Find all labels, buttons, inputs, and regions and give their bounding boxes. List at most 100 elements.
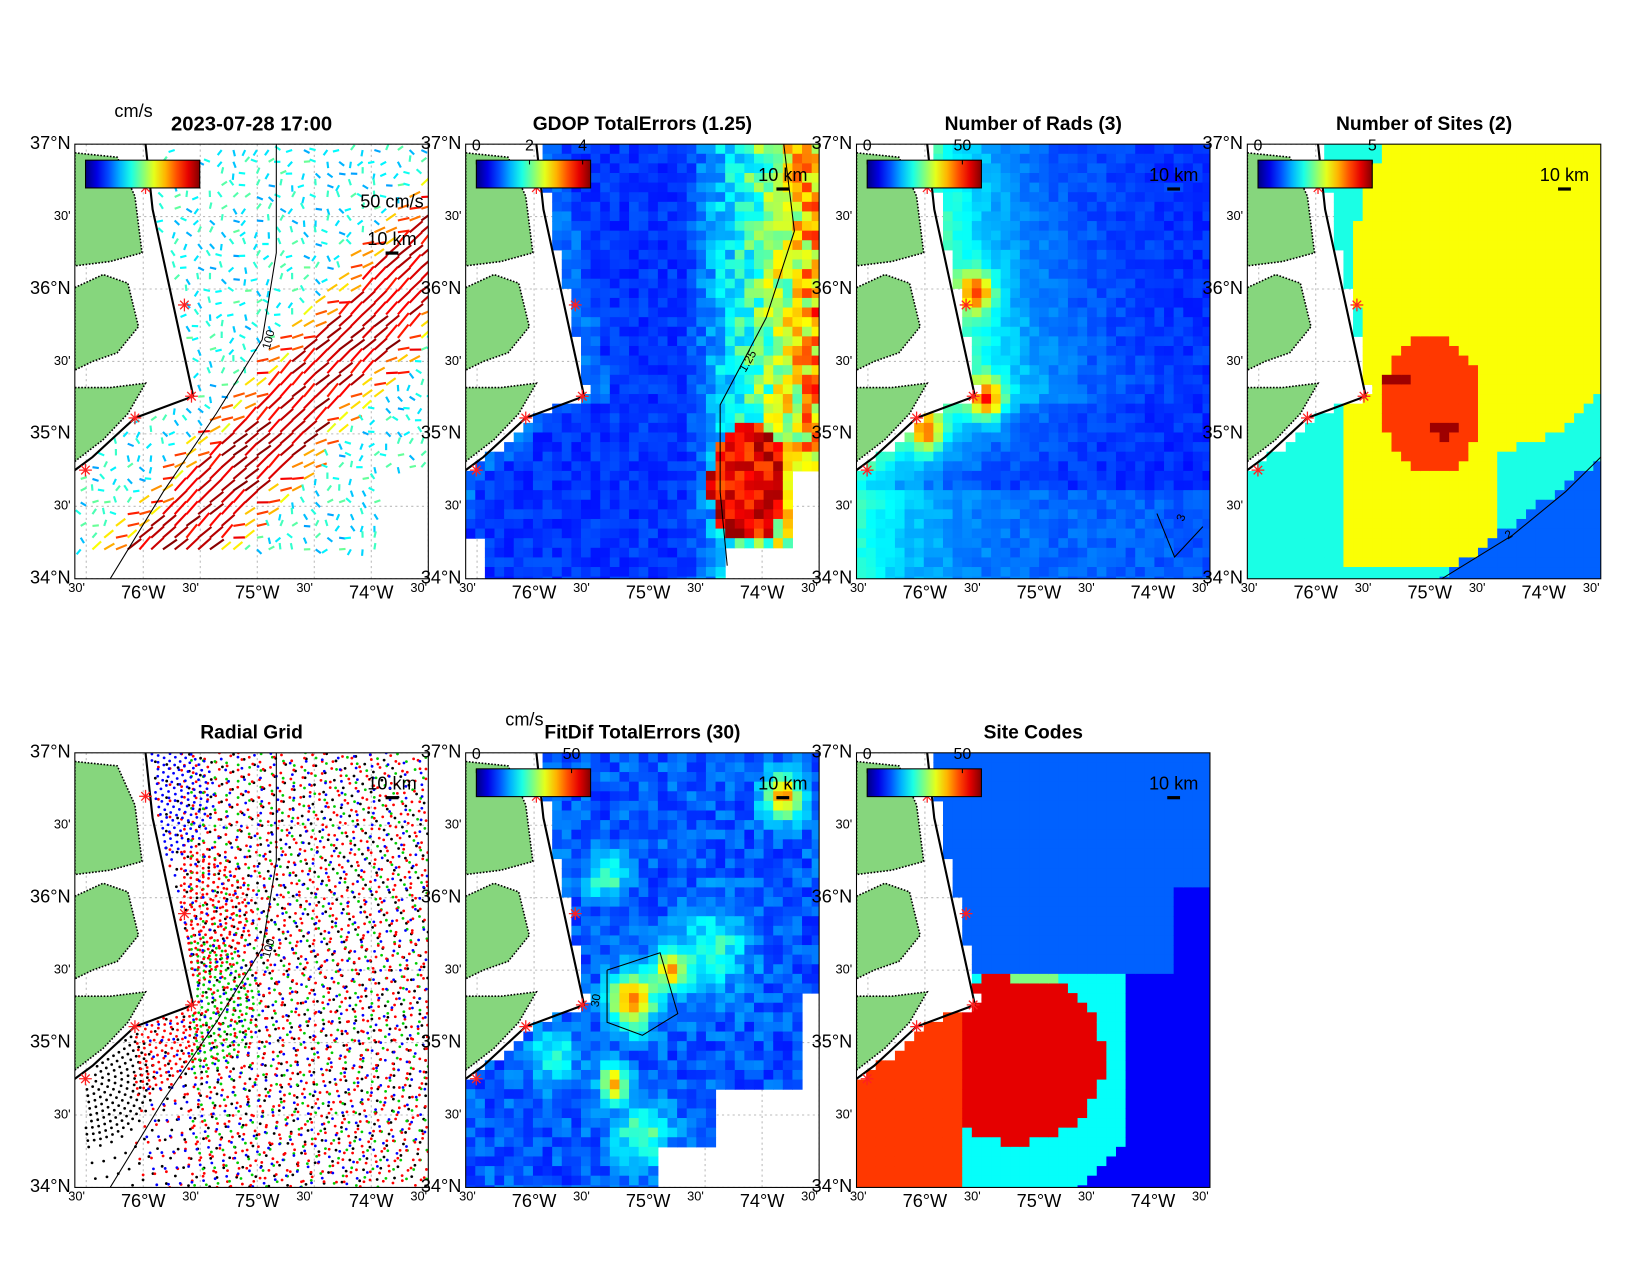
- current-vector: [313, 225, 317, 233]
- current-vector: [314, 532, 322, 539]
- field-cell: [734, 297, 745, 309]
- field-cell: [782, 336, 793, 347]
- field-cell: [1343, 518, 1354, 530]
- field-cell: [696, 201, 707, 212]
- field-cell: [609, 317, 620, 328]
- field-cell: [1067, 249, 1079, 261]
- field-cell: [629, 461, 640, 472]
- field-cell: [1439, 182, 1450, 193]
- field-cell: [1353, 490, 1364, 501]
- field-cell: [1468, 144, 1479, 155]
- current-vector: [216, 149, 223, 156]
- field-cell: [1164, 172, 1175, 184]
- field-cell: [1381, 567, 1393, 578]
- field-cell: [696, 480, 707, 491]
- field-cell: [638, 163, 649, 174]
- field-cell: [1019, 576, 1031, 579]
- current-vector: [385, 431, 392, 438]
- current-vector: [374, 241, 387, 246]
- field-cell: [1449, 518, 1460, 530]
- current-vector: [244, 314, 248, 321]
- field-cell: [1010, 451, 1021, 462]
- field-cell: [1183, 172, 1194, 184]
- field-cell: [1029, 461, 1040, 472]
- field-cell: [1333, 547, 1344, 558]
- field-cell: [725, 153, 736, 164]
- field-cell: [600, 317, 611, 328]
- current-vector: [361, 325, 376, 339]
- field-cell: [1058, 345, 1069, 357]
- field-cell: [1173, 365, 1184, 376]
- field-cell: [1164, 307, 1175, 318]
- field-cell: [1019, 528, 1031, 539]
- field-cell: [894, 567, 906, 578]
- current-vector: [256, 454, 270, 468]
- field-cell: [657, 259, 669, 270]
- field-cell: [1362, 259, 1373, 270]
- field-cell: [715, 499, 726, 510]
- field-cell: [1087, 490, 1098, 501]
- field-cell: [1164, 567, 1175, 578]
- current-vector: [221, 444, 237, 457]
- field-cell: [952, 567, 963, 578]
- field-cell: [1183, 567, 1194, 578]
- field-cell: [1506, 567, 1517, 578]
- field-cell: [571, 557, 582, 568]
- field-cell: [1192, 192, 1204, 203]
- field-cell: [1039, 307, 1050, 318]
- field-cell: [1164, 403, 1175, 414]
- field-cell: [744, 163, 755, 174]
- field-cell: [1429, 211, 1441, 222]
- field-cell: [1401, 374, 1412, 385]
- field-cell: [657, 374, 669, 385]
- current-vector: [373, 326, 389, 339]
- field-cell: [1154, 249, 1165, 261]
- field-cell: [1067, 394, 1079, 405]
- field-cell: [1429, 576, 1441, 579]
- field-cell: [1343, 557, 1354, 568]
- field-cell: [1164, 422, 1175, 434]
- field-cell: [1183, 230, 1194, 241]
- field-cell: [1372, 509, 1383, 520]
- field-cell: [1545, 144, 1556, 155]
- field-cell: [802, 211, 813, 222]
- field-cell: [1487, 518, 1498, 530]
- current-vector: [303, 448, 315, 457]
- field-cell: [1154, 461, 1165, 472]
- field-cell: [1458, 567, 1469, 578]
- field-cell: [773, 528, 784, 539]
- field-cell: [1458, 384, 1469, 395]
- field-cell: [1144, 240, 1155, 251]
- current-vector: [373, 289, 388, 304]
- field-cell: [1000, 374, 1011, 385]
- field-cell: [657, 288, 669, 299]
- field-cell: [792, 451, 803, 462]
- field-cell: [1019, 172, 1031, 184]
- field-cell: [1487, 288, 1498, 299]
- field-cell: [629, 297, 640, 309]
- field-cell: [705, 240, 717, 251]
- field-cell: [609, 374, 620, 385]
- current-vector: [232, 541, 244, 551]
- field-cell: [1010, 172, 1021, 184]
- field-cell: [1048, 211, 1059, 222]
- field-cell: [600, 240, 611, 251]
- y-tick-label: 30': [445, 208, 462, 223]
- field-cell: [734, 336, 745, 347]
- field-cell: [971, 518, 982, 530]
- field-cell: [792, 144, 803, 155]
- field-cell: [1429, 192, 1441, 203]
- current-vector: [228, 179, 235, 186]
- field-cell: [590, 547, 601, 558]
- current-vector: [362, 184, 369, 190]
- field-cell: [1314, 480, 1325, 491]
- field-cell: [1183, 182, 1194, 193]
- field-cell: [1019, 269, 1031, 280]
- field-cell: [1058, 336, 1069, 347]
- field-cell: [1362, 557, 1373, 568]
- map-frame: [465, 143, 820, 580]
- field-cell: [657, 249, 669, 261]
- field-cell: [1535, 269, 1546, 280]
- field-cell: [1019, 163, 1031, 174]
- field-cell: [619, 269, 630, 280]
